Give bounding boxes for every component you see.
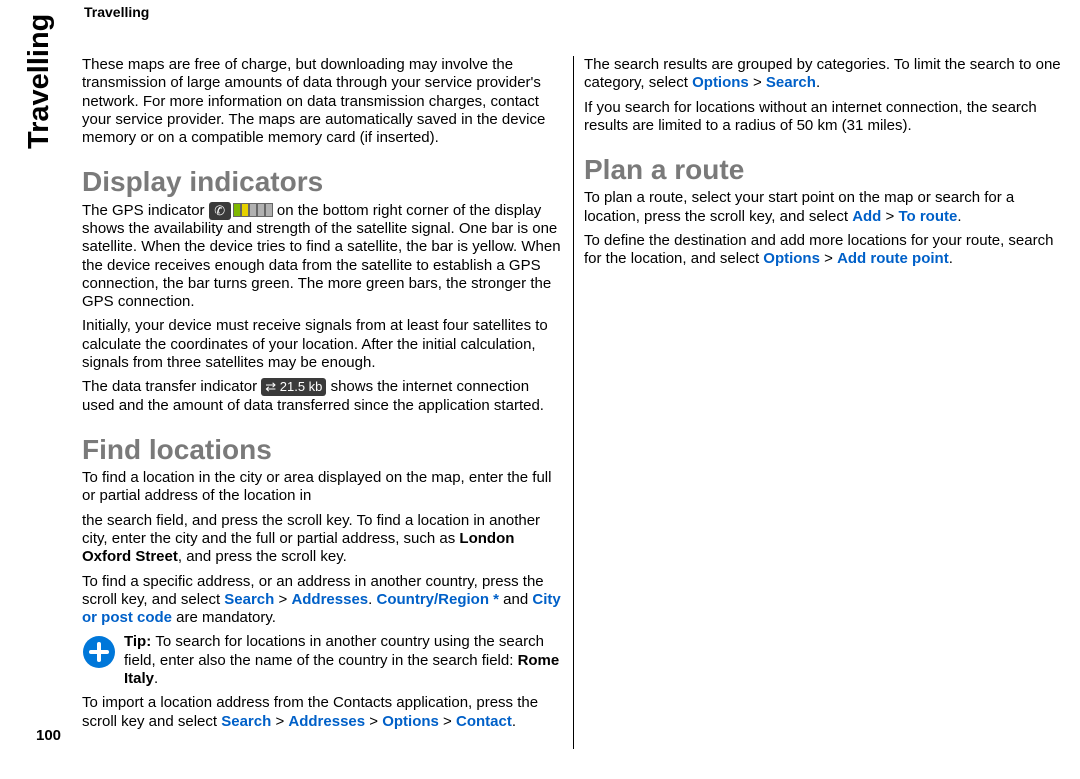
display-p1: The GPS indicator ✆ on the bottom right …: [82, 202, 562, 312]
menu-search: Search: [221, 713, 271, 730]
find-p2: the search field, and press the scroll k…: [82, 512, 562, 567]
tip-icon: [82, 635, 116, 669]
menu-addresses: Addresses: [288, 713, 365, 730]
text: .: [949, 250, 953, 267]
page-body: These maps are free of charge, but downl…: [82, 56, 1064, 749]
menu-add-route-point: Add route point: [837, 250, 949, 267]
menu-to-route: To route: [898, 208, 957, 225]
tip-block: Tip: To search for locations in another …: [82, 633, 562, 688]
text: , and press the scroll key.: [178, 548, 347, 565]
menu-contact: Contact: [456, 713, 512, 730]
menu-add: Add: [852, 208, 881, 225]
menu-addresses: Addresses: [291, 591, 368, 608]
plan-p2: To define the destination and add more l…: [584, 232, 1064, 269]
text: To search for locations in another count…: [124, 633, 544, 668]
menu-options: Options: [382, 713, 439, 730]
menu-options: Options: [692, 74, 749, 91]
data-transfer-indicator-icon: ⇄ 21.5 kb: [261, 378, 326, 396]
menu-search: Search: [766, 74, 816, 91]
text: .: [512, 713, 516, 730]
separator: >: [365, 713, 382, 730]
no-connection-paragraph: If you search for locations without an i…: [584, 99, 1064, 136]
heading-display-indicators: Display indicators: [82, 165, 562, 199]
separator: >: [274, 591, 291, 608]
menu-search: Search: [224, 591, 274, 608]
text: are mandatory.: [172, 609, 276, 626]
separator: >: [749, 74, 766, 91]
text: The GPS indicator: [82, 202, 209, 219]
find-p1: To find a location in the city or area d…: [82, 469, 562, 506]
separator: >: [820, 250, 837, 267]
text: and: [499, 591, 532, 608]
text: .: [957, 208, 961, 225]
heading-plan-route: Plan a route: [584, 153, 1064, 187]
plan-p1: To plan a route, select your start point…: [584, 189, 1064, 226]
text: .: [154, 670, 158, 687]
text: The data transfer indicator: [82, 378, 261, 395]
running-header: Travelling: [84, 4, 149, 20]
side-tab-label: Travelling: [23, 14, 56, 149]
field-country-region: Country/Region *: [377, 591, 500, 608]
separator: >: [439, 713, 456, 730]
gps-indicator-icon: ✆: [209, 202, 273, 220]
tip-text: Tip: To search for locations in another …: [124, 633, 562, 688]
intro-paragraph: These maps are free of charge, but downl…: [82, 56, 562, 147]
categories-paragraph: The search results are grouped by catego…: [584, 56, 1064, 93]
heading-find-locations: Find locations: [82, 433, 562, 467]
menu-options: Options: [763, 250, 820, 267]
separator: >: [881, 208, 898, 225]
text: The search results are grouped by catego…: [584, 56, 1061, 91]
import-contact-paragraph: To import a location address from the Co…: [82, 694, 562, 731]
text: .: [816, 74, 820, 91]
display-p3: The data transfer indicator ⇄ 21.5 kb sh…: [82, 378, 562, 415]
text: .: [368, 591, 376, 608]
page-number: 100: [36, 727, 61, 744]
find-p3: To find a specific address, or an addres…: [82, 573, 562, 628]
tip-label: Tip:: [124, 633, 155, 650]
separator: >: [271, 713, 288, 730]
display-p2: Initially, your device must receive sign…: [82, 317, 562, 372]
